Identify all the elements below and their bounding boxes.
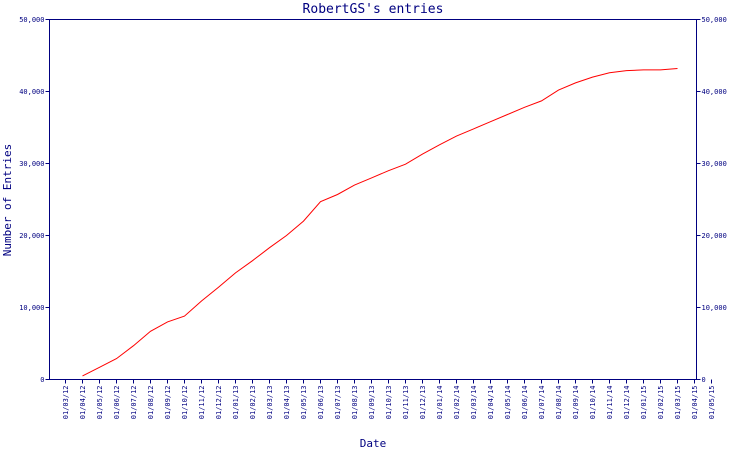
y-tick-label-right: 40,000 [702, 88, 727, 96]
y-tick-label-right: 0 [702, 376, 706, 384]
x-axis-title: Date [360, 437, 387, 450]
x-tick-label: 01/10/12 [181, 386, 189, 420]
y-tick-label-right: 10,000 [702, 304, 727, 312]
x-tick-label: 01/03/15 [674, 386, 682, 420]
x-tick-label: 01/07/12 [130, 386, 138, 420]
x-tick-label: 01/05/13 [300, 386, 308, 420]
chart-title: RobertGS's entries [303, 2, 444, 17]
x-tick-label: 01/06/12 [113, 386, 121, 420]
x-tick-label: 01/01/13 [232, 386, 240, 420]
x-tick-label: 01/09/12 [164, 386, 172, 420]
y-tick-label-right: 30,000 [702, 160, 727, 168]
x-tick-label: 01/09/14 [572, 386, 580, 420]
x-tick-label: 01/03/12 [62, 386, 70, 420]
x-tick-label: 01/05/15 [708, 386, 716, 420]
x-tick-label: 01/03/14 [470, 386, 478, 420]
y-tick-label-left: 10,000 [19, 304, 44, 312]
y-axis-left: 0 10,000 20,000 30,000 40,000 50,000 [19, 16, 50, 384]
x-tick-label: 01/01/14 [436, 386, 444, 420]
x-tick-label: 01/12/13 [419, 386, 427, 420]
plot-area-frame [49, 19, 697, 380]
x-tick-label: 01/06/14 [521, 386, 529, 420]
y-tick-label-left: 0 [40, 376, 44, 384]
x-tick-label: 01/02/15 [657, 386, 665, 420]
x-tick-label: 01/09/13 [368, 386, 376, 420]
x-tick-label: 01/08/13 [351, 386, 359, 420]
x-tick-label: 01/05/12 [96, 386, 104, 420]
x-tick-label: 01/06/13 [317, 386, 325, 420]
x-tick-label: 01/12/14 [623, 386, 631, 420]
x-tick-label: 01/02/13 [249, 386, 257, 420]
x-tick-label: 01/10/13 [385, 386, 393, 420]
y-tick-label-right: 20,000 [702, 232, 727, 240]
x-axis: 01/03/12 01/04/12 01/05/12 01/06/12 01/07/12… [62, 379, 716, 420]
y-tick-label-left: 30,000 [19, 160, 44, 168]
x-tick-label: 01/03/13 [266, 386, 274, 420]
x-tick-label: 01/11/14 [606, 386, 614, 420]
x-tick-label: 01/08/14 [555, 386, 563, 420]
x-tick-label: 01/11/13 [402, 386, 410, 420]
x-tick-label: 01/04/14 [487, 386, 495, 420]
y-tick-label-left: 50,000 [19, 16, 44, 24]
x-tick-label: 01/07/13 [334, 386, 342, 420]
y-tick-label-left: 20,000 [19, 232, 44, 240]
y-tick-label-left: 40,000 [19, 88, 44, 96]
x-tick-label: 01/02/14 [453, 386, 461, 420]
x-tick-label: 01/11/12 [198, 386, 206, 420]
x-tick-label: 01/12/12 [215, 386, 223, 420]
x-tick-label: 01/04/12 [79, 386, 87, 420]
y-axis-right: 0 10,000 20,000 30,000 40,000 50,000 [696, 16, 727, 384]
y-tick-label-right: 50,000 [702, 16, 727, 24]
series-layer [82, 68, 678, 377]
x-tick-label: 01/04/13 [283, 386, 291, 420]
x-tick-label: 01/01/15 [640, 386, 648, 420]
x-tick-label: 01/08/12 [147, 386, 155, 420]
x-tick-label: 01/07/14 [538, 386, 546, 420]
series-line [82, 68, 678, 377]
y-axis-title: Number of Entries [1, 144, 14, 257]
x-tick-label: 01/04/15 [691, 386, 699, 420]
x-tick-label: 01/05/14 [504, 386, 512, 420]
x-tick-label: 01/10/14 [589, 386, 597, 420]
